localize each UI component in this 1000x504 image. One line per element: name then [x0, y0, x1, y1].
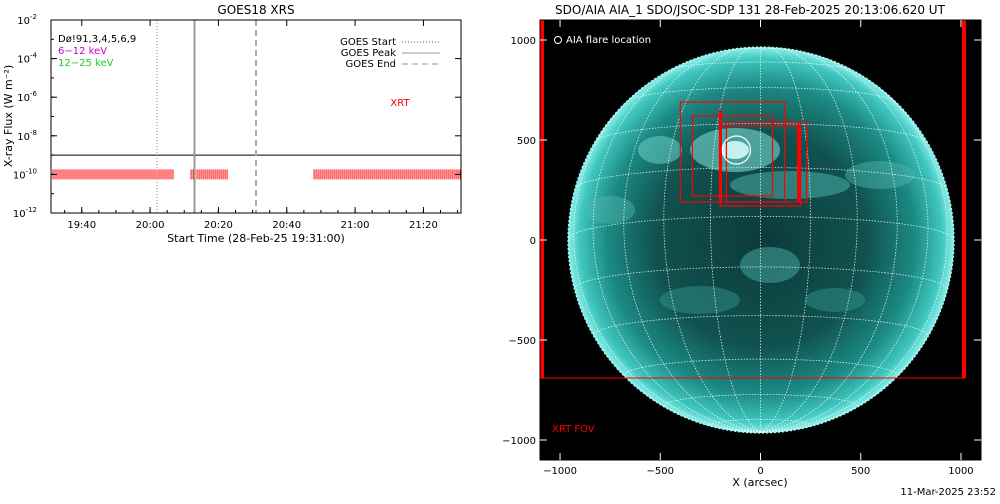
- aia-grid-line: [760, 48, 898, 433]
- goes-xrt-label: XRT: [390, 98, 410, 109]
- aia-limb: [567, 46, 955, 434]
- aia-grid-line: [573, 65, 761, 433]
- goes-y-tick-label: 10-6: [17, 90, 37, 104]
- aia-solar-disk: [568, 47, 954, 433]
- goes-y-tick-label: 10-2: [17, 13, 37, 27]
- goes-x-tick-label: 20:00: [136, 220, 165, 231]
- aia-legend-marker-icon: [554, 36, 562, 44]
- aia-xrt-fov-label: XRT FOV: [552, 424, 595, 435]
- aia-grid-line: [760, 47, 812, 433]
- goes-y-tick-label: 10-12: [13, 206, 37, 220]
- aia-y-tick-label: −500: [509, 336, 536, 347]
- aia-xrt-pointings: [679, 101, 808, 207]
- goes-x-tick-label: 20:20: [204, 220, 233, 231]
- aia-panel: SDO/AIA AIA_1 SDO/JSOC-SDP 131 28-Feb-20…: [502, 3, 982, 489]
- aia-x-tick-label: −1000: [543, 466, 577, 477]
- aia-active-regions: [585, 128, 915, 314]
- goes-x-tick-label: 21:00: [341, 220, 370, 231]
- aia-grid-line: [623, 48, 761, 433]
- goes-energy-labels: Dø!91,3,4,5,6,9 6−12 keV 12−25 keV: [58, 34, 136, 69]
- aia-grid-line: [760, 65, 948, 433]
- goes-y-tick-exp: -6: [30, 90, 38, 98]
- aia-y-tick-label: 500: [517, 136, 536, 147]
- aia-grid-line: [760, 47, 858, 433]
- aia-x-ticks: −1000 −500 0 500 1000: [543, 20, 974, 477]
- goes-y-tick-base: 10: [13, 170, 26, 181]
- aia-grid-line: [593, 123, 928, 143]
- aia-title: SDO/AIA AIA_1 SDO/JSOC-SDP 131 28-Feb-20…: [555, 3, 946, 17]
- aia-x-tick-label: 500: [851, 466, 870, 477]
- goes-xrt-bars: [51, 169, 461, 180]
- goes-y-tick-exp: -2: [30, 13, 37, 21]
- goes-y-tick-label: 10-10: [13, 167, 37, 181]
- aia-grid-line: [663, 47, 761, 433]
- aia-x-axis-label: X (arcsec): [732, 476, 787, 489]
- goes-x-axis-label: Start Time (28-Feb-25 19:31:00): [167, 232, 345, 245]
- goes-y-tick-exp: -10: [26, 167, 37, 175]
- goes-x-tick-label: 20:40: [272, 220, 301, 231]
- aia-grid-line: [592, 315, 929, 337]
- goes-event-lines: [156, 20, 257, 213]
- goes-panel: GOES18 XRS 19:40 20:00 20:20 20:40 21:00 21:2…: [2, 3, 462, 245]
- goes-y-tick-label: 10-8: [17, 129, 37, 143]
- aia-legend-label: AIA flare location: [566, 35, 651, 46]
- energy-label-6-12: 6−12 keV: [58, 46, 107, 57]
- goes-legend: GOES Start GOES Peak GOES End: [340, 37, 440, 70]
- goes-y-tick-base: 10: [13, 209, 26, 220]
- goes-y-tick-exp: -4: [30, 52, 38, 60]
- aia-y-tick-label: 0: [530, 236, 536, 247]
- goes-y-tick-label: 10-4: [17, 52, 37, 66]
- energy-label-12-25: 12−25 keV: [58, 58, 114, 69]
- aia-xrt-pointing-box: [725, 121, 808, 203]
- goes-x-tick-label: 19:40: [67, 220, 96, 231]
- goes-y-axis-label: X-ray Flux (W m⁻²): [2, 65, 15, 167]
- goes-y-tick-base: 10: [17, 132, 30, 143]
- goes-y-tick-exp: -8: [30, 129, 37, 137]
- goes-y-tick-base: 10: [17, 93, 30, 104]
- aia-grid-line: [760, 239, 954, 433]
- goes-y-tick-base: 10: [17, 16, 30, 27]
- legend-goes-end: GOES End: [346, 59, 396, 70]
- goes-y-tick-exp: -12: [26, 206, 37, 214]
- legend-goes-peak: GOES Peak: [341, 48, 396, 59]
- aia-grid-line: [760, 51, 929, 433]
- footer-timestamp: 11-Mar-2025 23:52: [900, 487, 996, 498]
- aia-grid-line: [592, 51, 761, 433]
- legend-goes-start: GOES Start: [340, 37, 396, 48]
- energy-label-channels: Dø!91,3,4,5,6,9: [58, 34, 136, 45]
- aia-xrt-pointing-box: [691, 115, 774, 197]
- goes-x-ticks: 19:40 20:00 20:20 20:40 21:00 21:20: [64, 20, 459, 231]
- goes-x-tick-label: 21:20: [409, 220, 438, 231]
- goes-title: GOES18 XRS: [217, 3, 294, 17]
- aia-x-tick-label: 0: [757, 466, 763, 477]
- aia-y-ticks: 1000 500 0 −500 −1000: [502, 36, 981, 447]
- aia-x-tick-label: −500: [647, 466, 674, 477]
- aia-x-tick-label: 1000: [948, 466, 973, 477]
- aia-flare-location-marker: [721, 135, 752, 165]
- goes-y-tick-base: 10: [17, 55, 30, 66]
- aia-y-tick-label: 1000: [511, 36, 536, 47]
- aia-grid-line: [709, 47, 761, 433]
- aia-y-tick-label: −1000: [502, 436, 536, 447]
